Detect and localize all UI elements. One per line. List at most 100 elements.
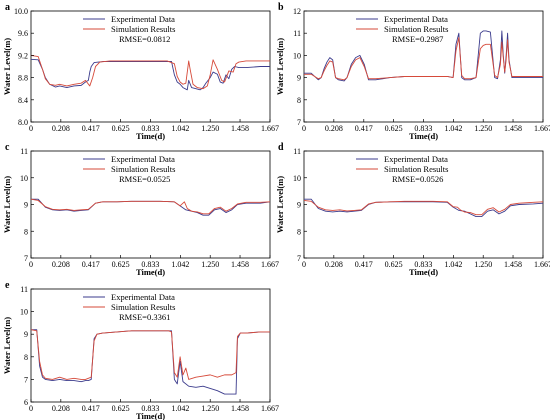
y-tick-label: 6: [24, 398, 28, 407]
x-tick-label: 0.625: [385, 124, 403, 133]
legend-label-experimental: Experimental Data: [111, 292, 175, 302]
x-tick-label: 0: [29, 404, 33, 413]
x-tick-label: 1.667: [261, 260, 279, 269]
panel-letter: a: [5, 2, 10, 13]
rmse-annotation: RMSE=0.0812: [119, 34, 170, 44]
series-line-simulation: [303, 200, 544, 216]
series-line-simulation: [304, 37, 543, 81]
panel-letter: c: [5, 142, 10, 153]
legend-label-experimental: Experimental Data: [384, 154, 448, 164]
rmse-annotation: RMSE=0.2987: [392, 34, 443, 44]
y-tick-label: 8.8: [18, 74, 28, 83]
y-tick-label: 11: [293, 147, 301, 156]
y-tick-label: 10.0: [14, 7, 28, 16]
x-tick-label: 1.042: [444, 124, 462, 133]
x-tick-label: 1.250: [474, 260, 492, 269]
y-tick-label: 10: [293, 51, 301, 60]
y-tick-label: 7: [297, 118, 301, 127]
x-tick-label: 1.042: [171, 404, 189, 413]
x-tick-label: 1.458: [231, 124, 249, 133]
x-tick-label: 0: [29, 124, 33, 133]
x-tick-label: 1.667: [261, 404, 279, 413]
y-tick-label: 8: [297, 96, 301, 105]
x-tick-label: 0: [302, 260, 306, 269]
x-tick-label: 1.250: [201, 260, 219, 269]
y-tick-label: 8: [24, 353, 28, 362]
x-tick-label: 0.625: [112, 124, 130, 133]
y-tick-label: 9.2: [18, 51, 28, 60]
y-tick-label: 8.4: [18, 96, 28, 105]
rmse-annotation: RMSE=0.3361: [119, 312, 170, 322]
x-axis-label: Time(d): [409, 131, 438, 141]
rmse-annotation: RMSE=0.0526: [392, 174, 443, 184]
x-tick-label: 0.417: [82, 404, 100, 413]
panel-letter: b: [278, 2, 284, 13]
x-axis-label: Time(d): [409, 267, 438, 277]
y-tick-label: 7: [24, 375, 28, 384]
x-tick-label: 0.833: [414, 260, 432, 269]
x-tick-label: 0.625: [112, 404, 130, 413]
legend-label-simulation: Simulation Results: [384, 164, 448, 174]
x-tick-label: 0.417: [82, 260, 100, 269]
series-line-experimental: [31, 329, 270, 395]
y-tick-label: 11: [20, 285, 28, 294]
y-tick-label: 8: [24, 227, 28, 236]
y-tick-label: 8: [297, 227, 301, 236]
x-tick-label: 1.250: [201, 404, 219, 413]
x-tick-label: 0.208: [52, 260, 70, 269]
y-axis-label: Water Level(m): [2, 38, 12, 95]
x-tick-label: 1.042: [171, 124, 189, 133]
x-tick-label: 0.417: [355, 124, 373, 133]
series-line-experimental: [304, 198, 544, 217]
y-tick-label: 9: [24, 330, 28, 339]
x-tick-label: 1.042: [444, 260, 462, 269]
x-tick-label: 1.250: [474, 124, 492, 133]
y-axis-label: Water Level(m): [275, 38, 285, 95]
legend-label-experimental: Experimental Data: [111, 154, 175, 164]
x-tick-label: 1.458: [504, 124, 522, 133]
x-tick-label: 0.208: [325, 124, 343, 133]
series-line-experimental: [30, 58, 270, 91]
x-tick-label: 0.625: [112, 260, 130, 269]
chart-panel-a: 0 0.208 0.417 0.625 0.833 1.042 1.250 1.458 1.66…: [2, 2, 279, 141]
x-tick-label: 0.833: [141, 260, 159, 269]
x-tick-label: 0.208: [325, 260, 343, 269]
y-tick-label: 7: [24, 254, 28, 263]
x-tick-label: 1.458: [231, 260, 249, 269]
x-tick-label: 0.208: [52, 124, 70, 133]
series-line-simulation: [30, 54, 270, 90]
y-tick-label: 9.6: [18, 29, 28, 38]
series-line-simulation: [30, 329, 270, 380]
x-tick-label: 0.417: [355, 260, 373, 269]
x-tick-label: 0: [302, 124, 306, 133]
y-tick-label: 11: [293, 29, 301, 38]
x-tick-label: 0.833: [414, 124, 432, 133]
y-tick-label: 8.0: [18, 118, 28, 127]
x-axis-label: Time(d): [136, 267, 165, 277]
legend-label-simulation: Simulation Results: [111, 24, 175, 34]
chart-panel-b: 0 0.208 0.417 0.625 0.833 1.042 1.250 1.458 1.66…: [275, 2, 550, 141]
x-tick-label: 0.417: [82, 124, 100, 133]
y-tick-label: 10: [293, 174, 301, 183]
x-tick-label: 1.667: [261, 124, 279, 133]
chart-panel-c: 0 0.208 0.417 0.625 0.833 1.042 1.250 1.458 1.66…: [2, 142, 279, 277]
legend-label-simulation: Simulation Results: [111, 302, 175, 312]
y-tick-label: 9: [297, 74, 301, 83]
legend-label-experimental: Experimental Data: [111, 14, 175, 24]
y-tick-label: 9: [24, 201, 28, 210]
x-axis-label: Time(d): [136, 411, 165, 420]
x-tick-label: 0: [29, 260, 33, 269]
chart-panel-e: 0 0.208 0.417 0.625 0.833 1.042 1.250 1.458 1.66…: [2, 280, 279, 420]
x-tick-label: 1.667: [534, 124, 550, 133]
y-tick-label: 10: [20, 174, 28, 183]
y-tick-label: 10: [20, 308, 28, 317]
x-tick-label: 1.042: [171, 260, 189, 269]
x-tick-label: 1.458: [231, 404, 249, 413]
y-tick-label: 7: [297, 254, 301, 263]
x-tick-label: 0.833: [141, 404, 159, 413]
panel-letter: d: [278, 142, 284, 153]
series-line-simulation: [30, 198, 271, 215]
y-axis-label: Water Level(m): [2, 317, 12, 374]
y-tick-label: 12: [293, 7, 301, 16]
x-tick-label: 1.250: [201, 124, 219, 133]
